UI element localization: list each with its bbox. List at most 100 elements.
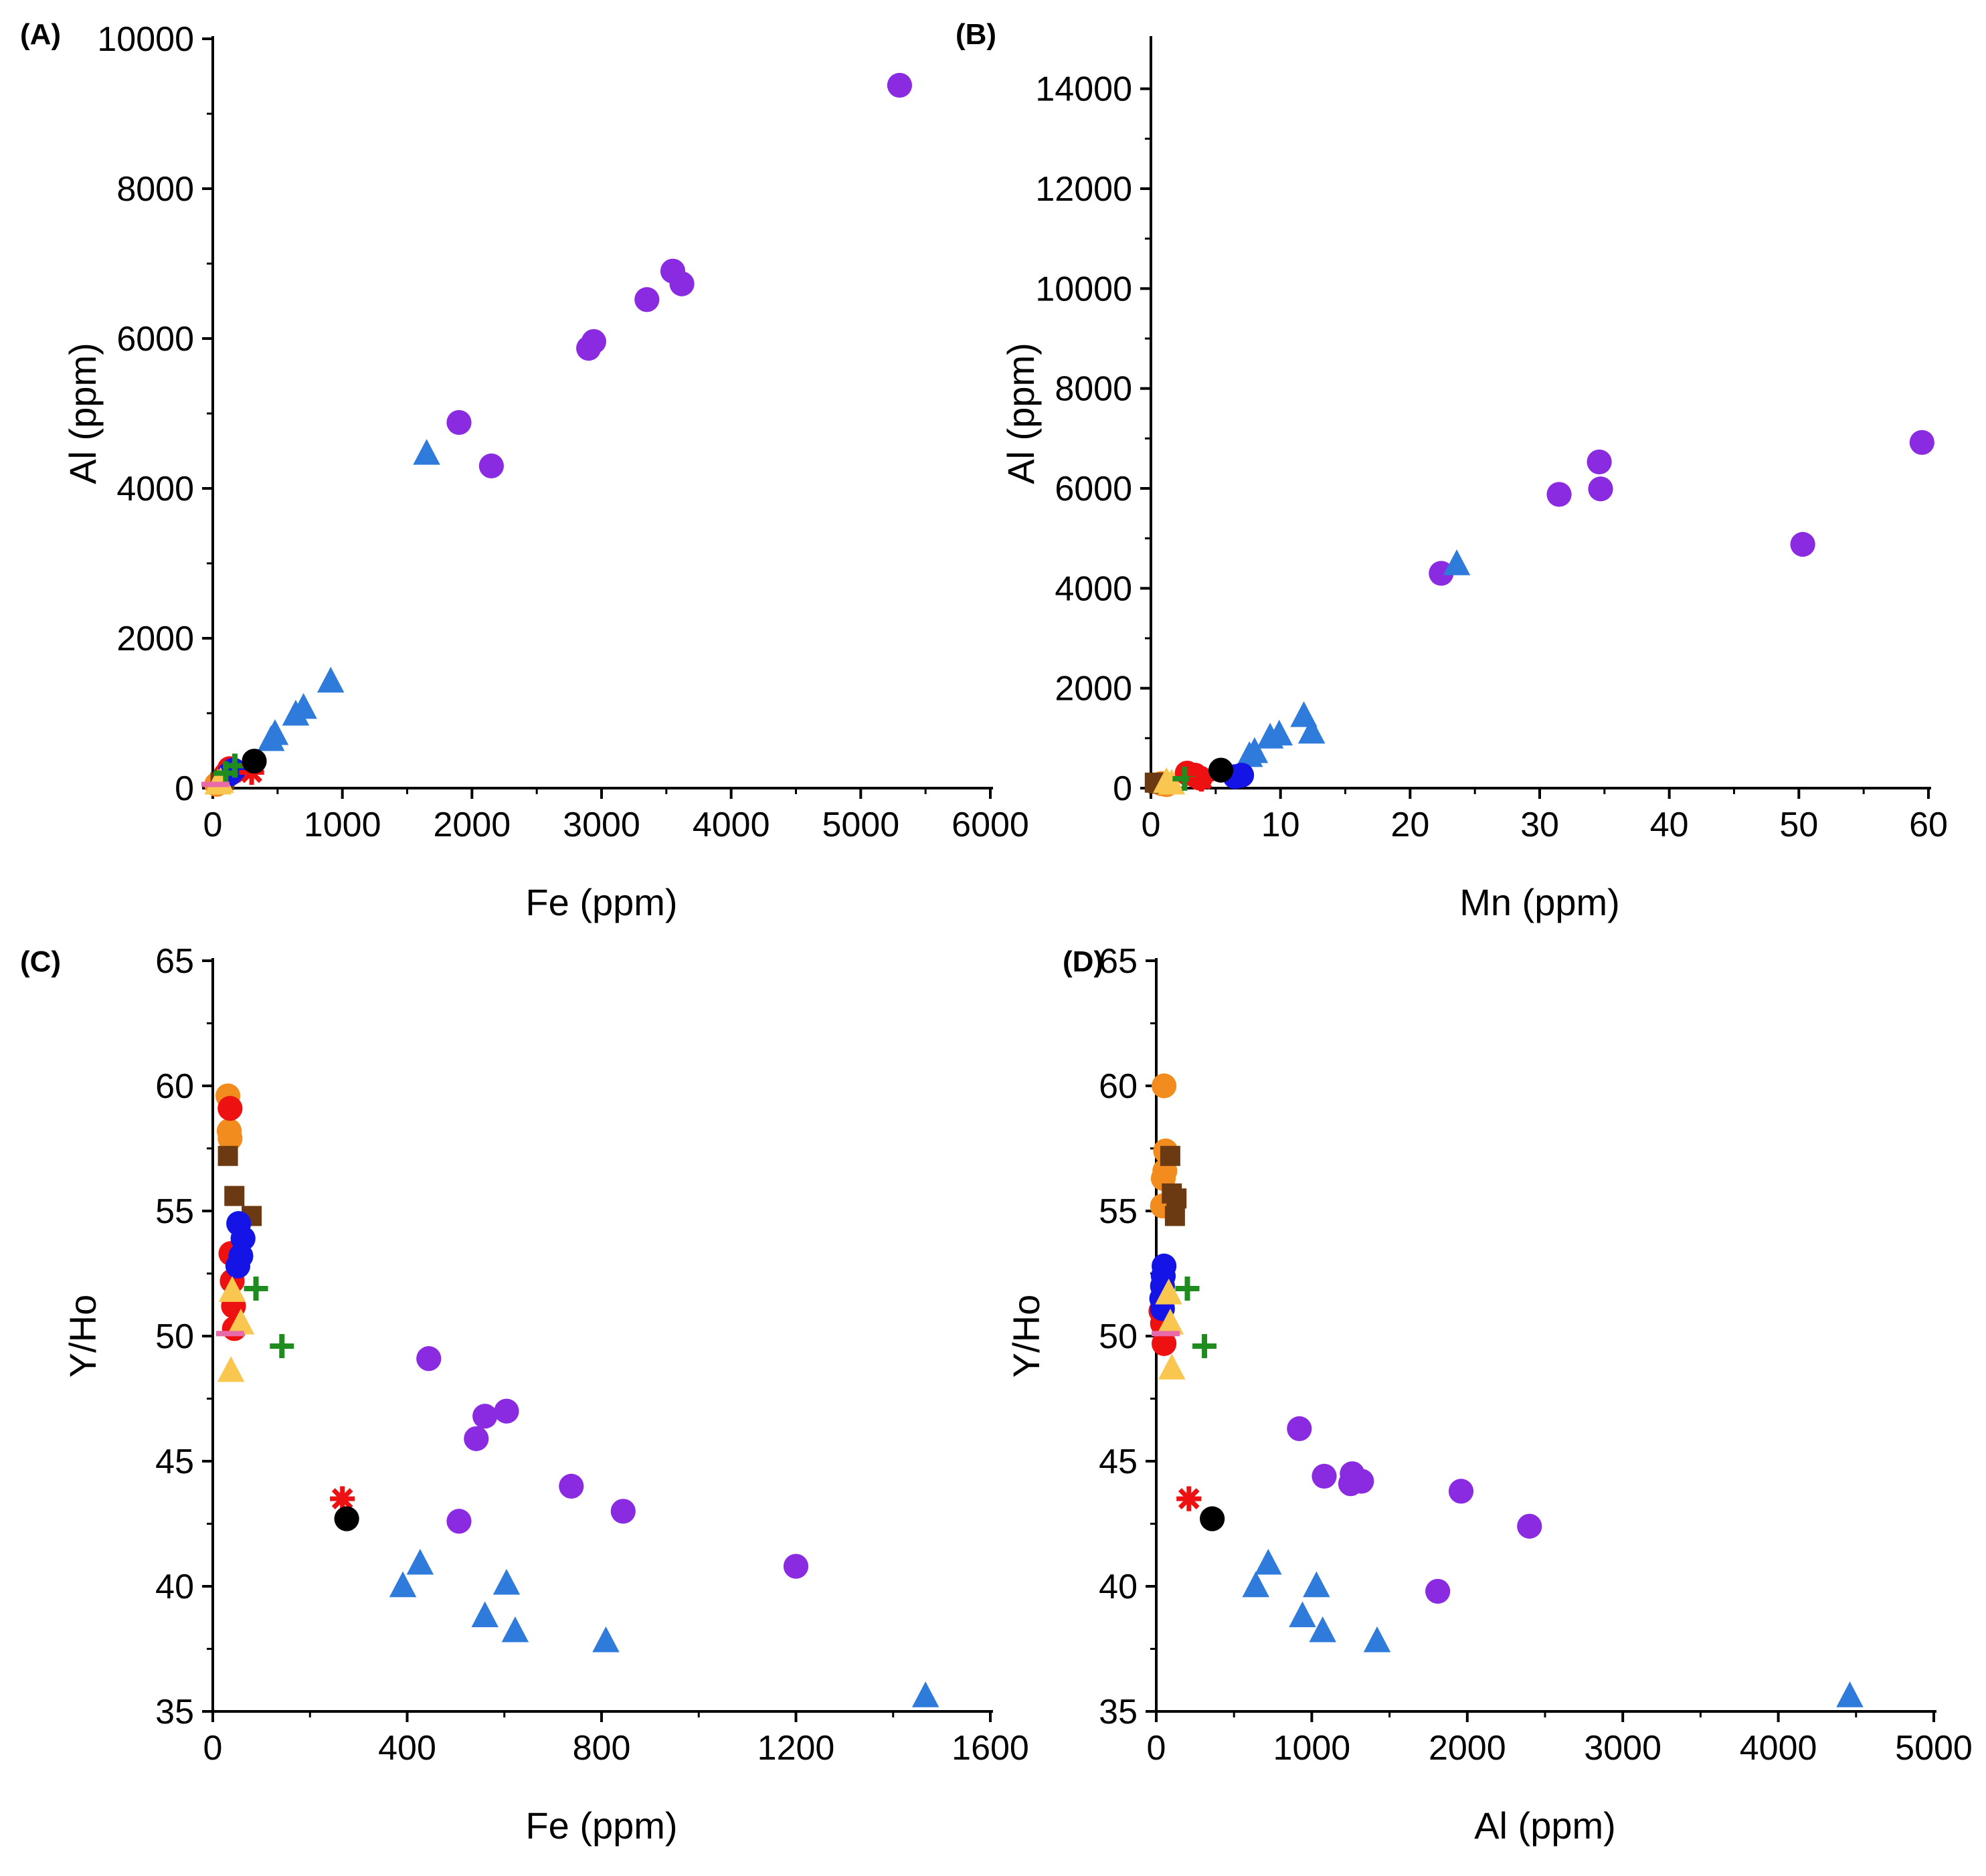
data-point xyxy=(1151,1331,1180,1337)
x-tick-label: 800 xyxy=(573,1729,631,1768)
data-point xyxy=(494,1398,519,1424)
data-point xyxy=(1155,1279,1182,1305)
y-tick-label: 40 xyxy=(155,1568,194,1606)
data-point xyxy=(464,1426,489,1451)
data-point xyxy=(1429,561,1454,586)
x-tick-label: 1200 xyxy=(757,1729,835,1768)
data-point xyxy=(1152,1073,1177,1099)
data-point xyxy=(1158,1353,1186,1380)
x-axis-label: Al (ppm) xyxy=(1474,1804,1616,1847)
x-axis-label: Fe (ppm) xyxy=(525,1804,677,1847)
data-point xyxy=(1164,1206,1185,1226)
data-point xyxy=(1448,1479,1474,1504)
panel-d: 0 1000 2000 3000 4000 5000 35 40 45 50 55 60 65 Al (p… xyxy=(1005,942,1973,1847)
y-tick-label: 12000 xyxy=(1035,170,1132,209)
x-tick-label: 2000 xyxy=(433,806,511,844)
x-tick-label: 4000 xyxy=(1740,1729,1817,1768)
data-point xyxy=(1588,476,1613,502)
data-point xyxy=(472,1404,498,1429)
data-point xyxy=(217,1356,245,1382)
data-point xyxy=(1175,1276,1200,1301)
data-point xyxy=(1192,1333,1217,1358)
data-point xyxy=(501,1616,529,1643)
data-point xyxy=(1443,549,1471,575)
data-point xyxy=(471,1601,499,1628)
data-point xyxy=(634,287,660,312)
y-tick-label: 4000 xyxy=(1055,569,1132,608)
y-tick-label: 8000 xyxy=(116,170,194,209)
x-tick-label: 0 xyxy=(203,806,223,844)
data-point xyxy=(1338,1471,1364,1497)
data-point xyxy=(1517,1513,1542,1539)
data-point xyxy=(1909,430,1934,455)
x-axis-label: Mn (ppm) xyxy=(1459,881,1620,923)
data-point xyxy=(592,1626,620,1653)
data-point xyxy=(1363,1626,1391,1653)
data-point xyxy=(1546,482,1572,507)
y-tick-label: 8000 xyxy=(1055,370,1132,409)
y-tick-label: 0 xyxy=(1113,769,1132,808)
data-point xyxy=(317,666,345,693)
data-point xyxy=(225,1253,251,1279)
data-point xyxy=(389,1571,417,1598)
panel-c: 0 400 800 1200 1600 35 40 45 50 55 60 65 Fe (ppm) Y/H… xyxy=(20,942,1029,1847)
y-tick-label: 35 xyxy=(155,1693,194,1731)
data-point xyxy=(217,1096,243,1121)
x-axis-label: Fe (ppm) xyxy=(525,881,677,923)
panel-a: 0 1000 2000 3000 4000 5000 6000 0 2000 4000 6000 80… xyxy=(20,18,1029,923)
panel-label: (B) xyxy=(956,18,996,51)
data-point xyxy=(217,1125,243,1151)
x-tick-label: 1000 xyxy=(304,806,381,844)
x-tick-label: 30 xyxy=(1520,806,1559,844)
x-tick-label: 400 xyxy=(378,1729,436,1768)
data-point xyxy=(1587,449,1612,475)
data-point xyxy=(270,1333,294,1358)
data-point xyxy=(559,1473,584,1499)
x-tick-label: 5000 xyxy=(1895,1729,1973,1768)
y-tick-label: 45 xyxy=(155,1442,194,1481)
y-tick-label: 10000 xyxy=(97,20,194,59)
data-point xyxy=(413,439,440,465)
data-point xyxy=(1297,717,1326,744)
panel-label: (A) xyxy=(20,18,61,51)
data-point xyxy=(224,1186,245,1206)
y-tick-label: 2000 xyxy=(116,620,194,658)
x-tick-label: 6000 xyxy=(952,806,1029,844)
data-point xyxy=(1188,766,1214,792)
y-tick-label: 45 xyxy=(1099,1442,1138,1481)
y-tick-label: 50 xyxy=(1099,1317,1138,1356)
x-tick-label: 4000 xyxy=(693,806,770,844)
data-point xyxy=(1287,1416,1312,1441)
data-point xyxy=(334,1506,359,1531)
x-tick-label: 1000 xyxy=(1273,1729,1351,1768)
data-point xyxy=(1425,1578,1451,1604)
data-point xyxy=(478,453,504,479)
y-tick-label: 14000 xyxy=(1035,70,1132,109)
y-tick-label: 35 xyxy=(1099,1693,1138,1731)
x-tick-label: 5000 xyxy=(822,806,899,844)
data-point xyxy=(1208,757,1234,783)
data-point xyxy=(1156,1308,1184,1335)
x-tick-label: 40 xyxy=(1650,806,1689,844)
data-point xyxy=(218,1276,246,1302)
data-point xyxy=(406,1549,434,1575)
data-point xyxy=(217,1145,238,1166)
data-point xyxy=(1255,1549,1282,1575)
y-axis-label: Y/Ho xyxy=(62,1295,104,1378)
data-point xyxy=(783,1554,809,1579)
y-tick-label: 0 xyxy=(175,769,194,808)
y-tick-label: 2000 xyxy=(1055,670,1132,709)
x-tick-label: 20 xyxy=(1390,806,1429,844)
y-tick-label: 55 xyxy=(155,1192,194,1231)
data-point xyxy=(1235,741,1263,767)
data-point xyxy=(576,335,602,361)
data-point xyxy=(492,1568,521,1595)
data-point xyxy=(227,1308,255,1335)
data-point xyxy=(1836,1681,1864,1707)
data-point xyxy=(887,72,913,98)
data-point xyxy=(1790,532,1815,557)
y-tick-label: 50 xyxy=(155,1317,194,1356)
x-tick-label: 10 xyxy=(1261,806,1300,844)
panel-label: (D) xyxy=(1063,945,1103,978)
data-point xyxy=(416,1346,442,1372)
